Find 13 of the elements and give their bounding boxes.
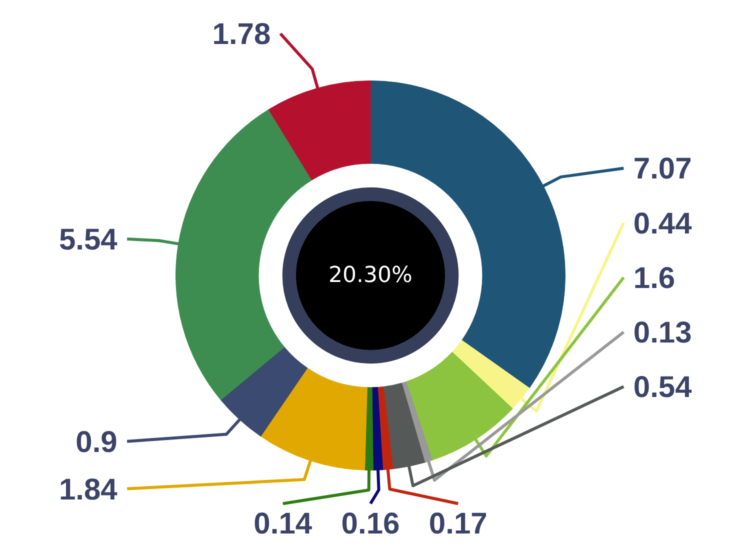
data-label: 1.78 xyxy=(212,18,271,52)
data-label: 0.54 xyxy=(633,371,692,404)
data-label: 7.07 xyxy=(633,152,692,186)
data-label: 1.84 xyxy=(58,473,118,506)
data-label: 0.17 xyxy=(428,508,488,541)
data-label: 0.13 xyxy=(633,316,692,350)
text: 20.30% xyxy=(328,262,412,288)
data-label: 0.44 xyxy=(633,207,692,240)
data-label: 0.16 xyxy=(341,508,400,541)
data-label: 0.14 xyxy=(254,508,312,541)
data-label: 1.6 xyxy=(633,262,676,295)
data-label: 0.9 xyxy=(76,426,118,459)
data-label: 5.54 xyxy=(58,224,118,257)
